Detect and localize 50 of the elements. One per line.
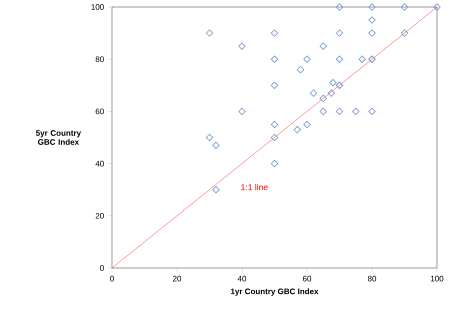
y-tick-label: 60 [96, 108, 104, 114]
point [368, 3, 376, 11]
point [400, 29, 408, 37]
y-tick-label: 40 [95, 160, 104, 166]
y-tick-label: 100 [91, 4, 104, 10]
point [329, 79, 337, 86]
x-tick-label: 40 [238, 276, 246, 282]
point [270, 29, 278, 37]
point [238, 42, 246, 50]
point [296, 66, 304, 74]
point [270, 160, 278, 168]
x-tick-label: 0 [110, 276, 114, 282]
point [328, 89, 336, 97]
y-tick-label: 0 [100, 265, 104, 271]
x-tick-label: 60 [302, 276, 312, 282]
point [270, 82, 278, 89]
point [206, 134, 214, 142]
point [336, 3, 344, 11]
point [212, 142, 220, 149]
x-axis-title: 1yr Country GBC Index [230, 288, 318, 296]
y-tick-label: 20 [96, 212, 104, 219]
point [270, 56, 278, 63]
y-axis-title: 5yr Country GBC Index [36, 130, 81, 145]
point [336, 108, 344, 116]
point [320, 94, 327, 102]
y-tick-label: 80 [96, 56, 104, 62]
point [310, 89, 318, 97]
x-tick-label: 20 [172, 276, 182, 282]
point [352, 108, 360, 116]
point [368, 29, 376, 37]
point [303, 120, 311, 128]
point [400, 3, 408, 11]
point [433, 3, 441, 11]
point [238, 108, 246, 116]
point [270, 134, 278, 142]
point [294, 126, 301, 134]
annotation: 1:1 line [241, 184, 268, 190]
point [368, 16, 376, 24]
point [320, 108, 327, 116]
x-tick-label: 100 [430, 276, 444, 282]
point [336, 56, 344, 63]
point [336, 29, 344, 37]
point [358, 56, 366, 63]
point [320, 42, 327, 50]
point [368, 108, 376, 116]
point [270, 120, 278, 128]
point [206, 29, 214, 37]
point [303, 56, 311, 63]
point [212, 186, 220, 194]
x-tick-label: 80 [368, 276, 376, 282]
